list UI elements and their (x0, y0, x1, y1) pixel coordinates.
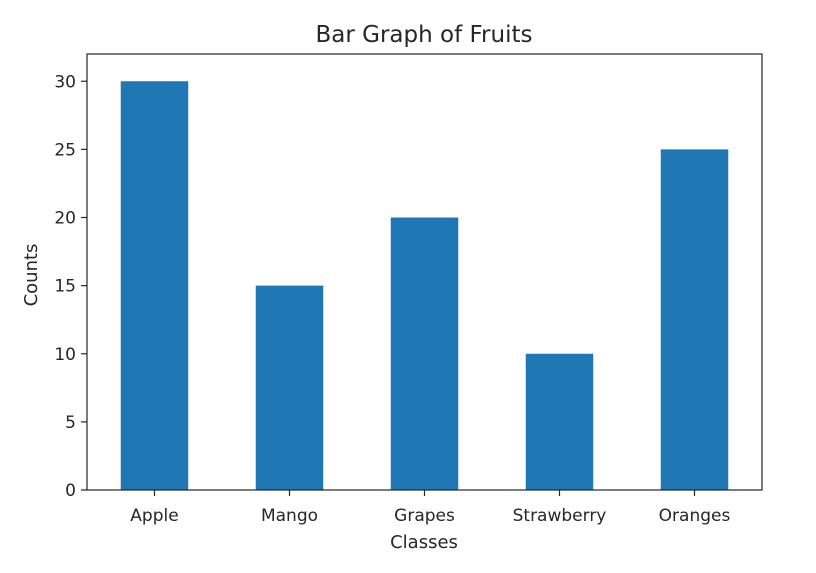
bar-grapes (390, 217, 459, 490)
x-tick-label: Strawberry (513, 506, 607, 526)
y-tick-label: 25 (54, 140, 76, 160)
y-tick-label: 30 (54, 72, 76, 92)
bar-oranges (660, 149, 729, 490)
x-axis-label: Classes (390, 532, 458, 553)
x-axis-ticks: Apple Mango Grapes Strawberry Oranges (130, 490, 730, 526)
y-tick-label: 5 (65, 413, 76, 433)
y-tick-label: 15 (54, 277, 76, 297)
bar-strawberry (525, 353, 594, 490)
x-tick-label: Grapes (394, 506, 455, 526)
x-tick-label: Mango (261, 506, 318, 526)
bar-series (120, 81, 729, 490)
y-tick-label: 20 (54, 209, 76, 229)
chart-title: Bar Graph of Fruits (316, 22, 533, 48)
y-axis-label: Counts (21, 244, 42, 307)
bar-mango (255, 285, 324, 490)
y-tick-label: 0 (65, 481, 76, 501)
bar-apple (120, 81, 189, 490)
y-tick-label: 10 (54, 345, 76, 365)
y-axis-ticks: 0 5 10 15 20 25 30 (54, 72, 87, 501)
plot-area-frame (86, 53, 763, 491)
x-tick-label: Oranges (659, 506, 731, 526)
x-tick-label: Apple (130, 506, 178, 526)
